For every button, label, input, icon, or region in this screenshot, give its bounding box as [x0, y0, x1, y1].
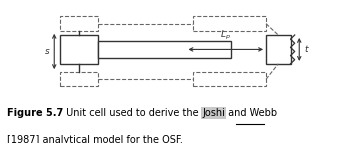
Text: Figure 5.7: Figure 5.7: [7, 108, 63, 118]
Bar: [193, 16, 266, 31]
Text: s: s: [45, 47, 50, 56]
Text: [1987] analytical model for the OSF.: [1987] analytical model for the OSF.: [7, 135, 183, 143]
Text: and Webb: and Webb: [225, 108, 277, 118]
Text: t: t: [304, 45, 308, 54]
Text: $L_p$: $L_p$: [220, 29, 231, 42]
Bar: [98, 41, 231, 58]
Bar: [60, 35, 98, 64]
Bar: [60, 16, 98, 31]
Bar: [60, 72, 98, 87]
Text: Unit cell used to derive the: Unit cell used to derive the: [63, 108, 202, 118]
Bar: [193, 72, 266, 87]
Text: Joshi: Joshi: [202, 108, 225, 118]
Bar: [266, 35, 290, 64]
